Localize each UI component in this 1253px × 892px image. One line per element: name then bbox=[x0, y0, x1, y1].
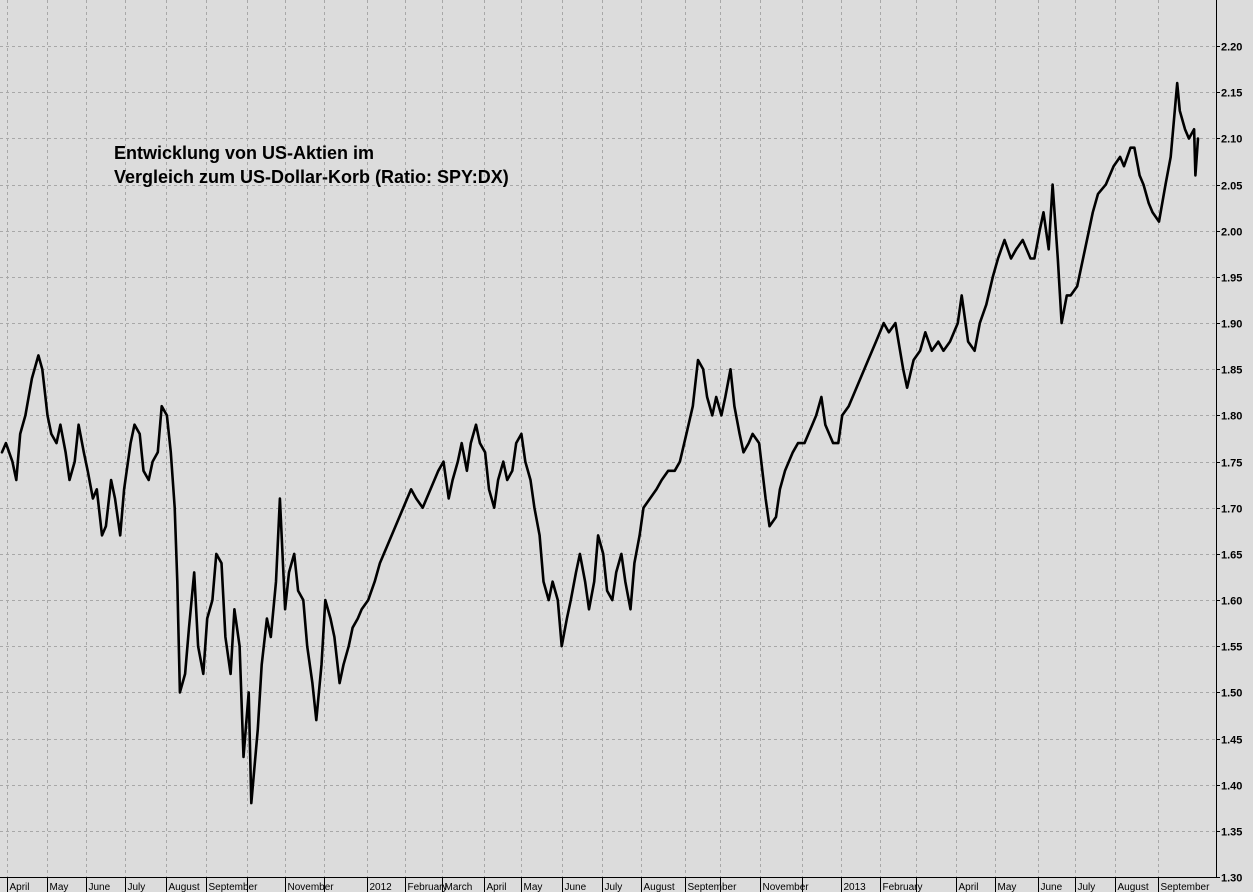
x-tick-label: March bbox=[445, 882, 473, 892]
x-tick-label: August bbox=[644, 882, 675, 892]
x-tick-label: September bbox=[209, 882, 259, 892]
x-tick-label: June bbox=[565, 882, 587, 892]
y-tick-label: 2.05 bbox=[1221, 181, 1242, 193]
y-tick-label: 1.50 bbox=[1221, 688, 1242, 700]
x-tick-label: July bbox=[1078, 882, 1096, 892]
x-tick-label: November bbox=[288, 882, 335, 892]
y-tick-label: 2.10 bbox=[1221, 134, 1242, 146]
y-axis-panel bbox=[1216, 0, 1253, 892]
y-tick-label: 1.55 bbox=[1221, 642, 1242, 654]
x-tick-label: April bbox=[10, 882, 30, 892]
plot-background bbox=[0, 0, 1216, 877]
x-tick-label: February bbox=[883, 882, 923, 892]
chart-title: Entwicklung von US-Aktien im Vergleich z… bbox=[114, 141, 509, 189]
y-tick-label: 1.30 bbox=[1221, 873, 1242, 885]
x-tick-label: 2012 bbox=[370, 882, 393, 892]
x-tick-label: November bbox=[763, 882, 810, 892]
y-tick-label: 1.60 bbox=[1221, 596, 1242, 608]
x-tick-label: May bbox=[524, 882, 543, 892]
series-layer bbox=[0, 81, 1200, 805]
y-tick-label: 1.70 bbox=[1221, 504, 1242, 516]
y-tick-label: 1.65 bbox=[1221, 550, 1242, 562]
y-tick-label: 1.35 bbox=[1221, 827, 1242, 839]
x-tick-label: June bbox=[1041, 882, 1063, 892]
y-tick-label: 1.95 bbox=[1221, 273, 1242, 285]
x-tick-label: September bbox=[1161, 882, 1211, 892]
x-axis-panel bbox=[0, 877, 1216, 892]
y-tick-label: 2.15 bbox=[1221, 88, 1242, 100]
x-axis: April May June July August September November 2… bbox=[7, 877, 1211, 892]
x-tick-label: April bbox=[959, 882, 979, 892]
x-tick-label: August bbox=[1118, 882, 1149, 892]
y-tick-label: 1.80 bbox=[1221, 411, 1242, 423]
series-line bbox=[0, 81, 1200, 805]
y-tick-label: 1.75 bbox=[1221, 458, 1242, 470]
x-tick-label: September bbox=[688, 882, 738, 892]
chart-title-line-2: Vergleich zum US-Dollar-Korb (Ratio: SPY… bbox=[114, 167, 509, 187]
x-tick-label: July bbox=[128, 882, 146, 892]
x-tick-label: May bbox=[50, 882, 69, 892]
x-tick-label: April bbox=[487, 882, 507, 892]
y-tick-label: 2.20 bbox=[1221, 42, 1242, 54]
y-tick-label: 1.90 bbox=[1221, 319, 1242, 331]
x-tick-label: February bbox=[408, 882, 448, 892]
x-tick-label: May bbox=[998, 882, 1017, 892]
x-tick-label: June bbox=[89, 882, 111, 892]
x-tick-label: 2013 bbox=[844, 882, 867, 892]
chart-title-line-1: Entwicklung von US-Aktien im bbox=[114, 143, 375, 163]
y-axis: 1.30 1.35 1.40 1.45 1.50 1.55 1.60 1.65 1.70 1.75… bbox=[1216, 42, 1242, 885]
y-tick-label: 1.45 bbox=[1221, 735, 1242, 747]
y-tick-label: 2.00 bbox=[1221, 227, 1242, 239]
x-tick-label: July bbox=[605, 882, 623, 892]
y-tick-label: 1.40 bbox=[1221, 781, 1242, 793]
x-tick-label: August bbox=[169, 882, 200, 892]
y-tick-label: 1.85 bbox=[1221, 365, 1242, 377]
